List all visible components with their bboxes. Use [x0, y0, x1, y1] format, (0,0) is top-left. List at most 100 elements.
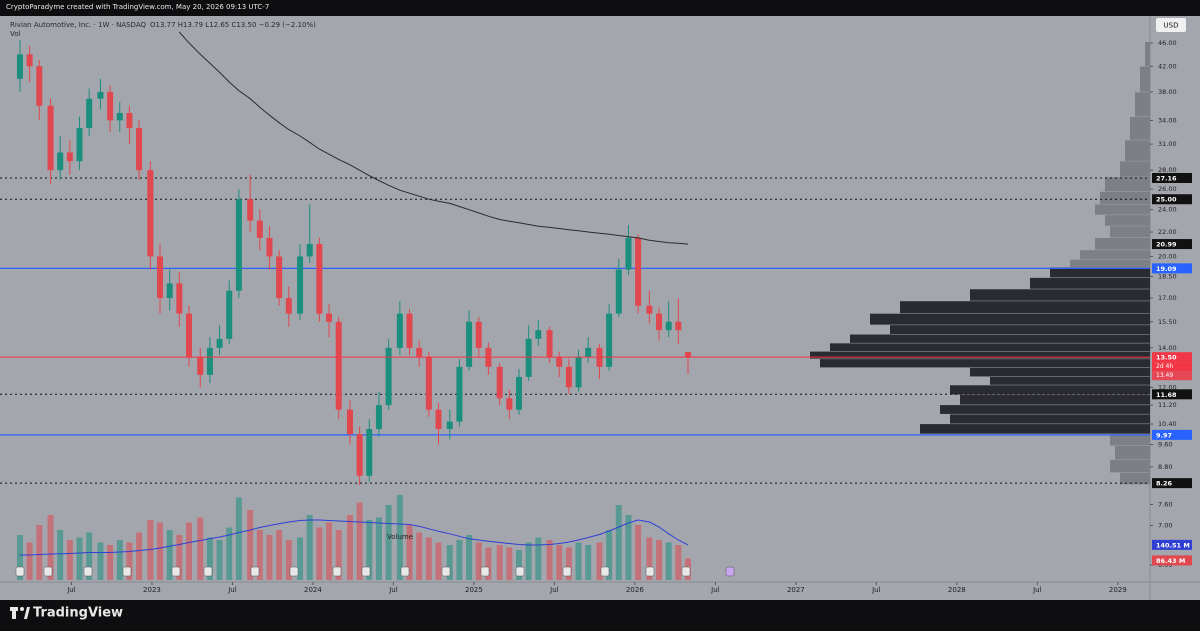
candle-body [97, 91, 104, 99]
y-tick-label: 24.00 [1158, 206, 1177, 214]
volume-profile-row [950, 385, 1150, 395]
event-marker [83, 566, 93, 577]
y-tick-label: 7.60 [1158, 500, 1172, 508]
currency[interactable]: USD [1164, 22, 1179, 30]
candle-body [206, 347, 213, 375]
y-tick-label: 9.60 [1158, 441, 1172, 449]
y-tick-label: 46.00 [1158, 39, 1177, 47]
candle-body [366, 429, 373, 476]
volume-bar [26, 542, 33, 580]
volume-bar [375, 517, 382, 580]
volume-bar [575, 542, 582, 580]
candle-body [326, 313, 333, 322]
volume-profile-row [1110, 434, 1150, 446]
candle-body [675, 321, 682, 331]
volume-bar [585, 545, 592, 580]
x-tick-label: Jul [871, 586, 881, 594]
volume-profile-row [950, 414, 1150, 424]
candle-body [606, 313, 613, 367]
volume-bar [606, 530, 613, 580]
volume-profile-row [1030, 277, 1150, 289]
candle-body [76, 128, 83, 162]
candle-body [346, 409, 353, 435]
volume-bar [176, 535, 183, 580]
candle-body [525, 338, 532, 377]
volume-bar [185, 522, 192, 580]
candle-body [297, 256, 304, 314]
candle-body [416, 347, 423, 358]
volume-bar [506, 547, 513, 580]
volume-profile-row [940, 405, 1150, 414]
volume-profile-row [1070, 259, 1150, 268]
currency-box[interactable] [1156, 18, 1186, 32]
y-tick-label: 28.00 [1158, 166, 1177, 174]
y-tick-label: 20.00 [1158, 252, 1177, 260]
candle-body [546, 330, 553, 358]
candle-body [126, 112, 133, 129]
event-marker [289, 566, 299, 577]
volume-profile-row [1100, 191, 1150, 204]
candle-body [335, 321, 342, 410]
volume-profile-row [820, 359, 1150, 368]
event-marker [562, 566, 572, 577]
second-price-box [1152, 371, 1192, 381]
y-tick-label: 10.40 [1158, 420, 1177, 428]
x-tick-label: 2027 [787, 586, 805, 594]
y-tick-label: 22.00 [1158, 228, 1177, 236]
candle-body [147, 170, 154, 257]
candle-body [136, 128, 143, 171]
candle-body [375, 405, 382, 430]
candle-body [36, 66, 43, 106]
event-marker [400, 566, 410, 577]
volume-value-label-box [1152, 539, 1192, 550]
volume-bar [346, 515, 353, 580]
volume-profile-row [1095, 204, 1150, 215]
y-tick-label: 15.50 [1158, 318, 1177, 326]
volume-bar [646, 537, 653, 580]
volume-bar [456, 540, 463, 580]
volume-bar [665, 542, 672, 580]
volume-profile-row [970, 289, 1150, 301]
plot-area [0, 16, 1150, 582]
y-tick-label: 17.00 [1158, 294, 1177, 302]
x-tick-label: Jul [227, 586, 237, 594]
volume-bar [485, 547, 492, 580]
volume-value-label: 86.43 M [1156, 557, 1185, 565]
time-axis [0, 582, 1200, 600]
volume-profile-row [970, 367, 1150, 377]
volume-profile-row [1120, 161, 1150, 177]
volume-bar [247, 510, 254, 580]
candle-body [66, 152, 73, 162]
x-tick-label: Jul [388, 586, 398, 594]
level-label: 19.09 [1156, 265, 1177, 273]
brand: TradingView [33, 606, 123, 621]
candle-body [435, 409, 442, 430]
candle-body [266, 237, 273, 257]
volume-bar [47, 515, 54, 580]
event-marker [203, 566, 213, 577]
event-marker [122, 566, 132, 577]
volume-profile-row [1125, 140, 1150, 161]
countdown: 2d 4h [1156, 363, 1173, 370]
candle-body [316, 243, 323, 314]
candle-body [585, 347, 592, 358]
volume-bar [356, 502, 363, 580]
volume-profile-row [1120, 472, 1150, 485]
event-marker [725, 566, 735, 577]
candle-body [396, 313, 403, 348]
countdown-box [1152, 362, 1192, 372]
volume-profile-row [960, 395, 1150, 405]
volume-label: Volume [387, 533, 413, 541]
volume-profile-row [1050, 267, 1150, 278]
candle-body [57, 152, 64, 171]
candle-body [646, 305, 653, 314]
candle-body [306, 243, 313, 257]
candle-body [565, 366, 572, 388]
candle-body [615, 269, 622, 314]
x-tick-label: 2023 [143, 586, 161, 594]
candle-body [556, 357, 563, 367]
volume-bar [216, 540, 223, 580]
candle-body [247, 199, 254, 221]
y-tick-label: 8.80 [1158, 463, 1172, 471]
